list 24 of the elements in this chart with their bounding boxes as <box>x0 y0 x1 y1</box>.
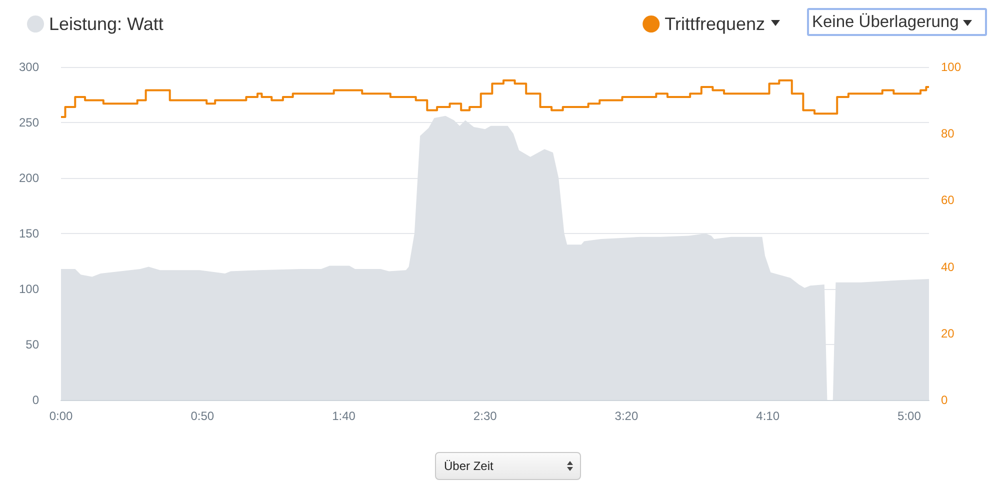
y2-tick-label: 100 <box>941 60 962 74</box>
y2-tick-label: 80 <box>941 126 955 141</box>
overlay-dropdown: Keine Überlagerung <box>807 8 987 36</box>
legend-label: Leistung: Watt <box>49 14 164 34</box>
x-tick-label: 4:10 <box>756 409 780 423</box>
x-tick-label: 1:40 <box>332 409 356 423</box>
y-tick-label: 200 <box>18 171 40 185</box>
y-tick-label: 0 <box>32 393 40 407</box>
x-tick-label: 3:20 <box>614 409 638 423</box>
y-tick-label: 250 <box>18 116 40 130</box>
y2-tick-label: 60 <box>941 193 955 208</box>
x-tick-label: 0:50 <box>190 409 214 423</box>
y-tick-label: 100 <box>18 282 40 296</box>
legend-label: Trittfrequenz <box>664 14 766 34</box>
y-tick-label: 150 <box>18 226 40 240</box>
y-tick-label: 300 <box>18 60 40 74</box>
x-tick-label: 5:00 <box>898 409 922 423</box>
x-tick-label: 0:00 <box>49 409 73 423</box>
y2-tick-label: 40 <box>941 260 955 274</box>
y2-tick-label: 0 <box>941 393 948 407</box>
mode-select: Über Zeit <box>435 452 581 480</box>
x-tick-label: 2:30 <box>473 409 498 423</box>
y-tick-label: 50 <box>26 338 40 352</box>
y2-tick-label: 20 <box>941 326 955 340</box>
